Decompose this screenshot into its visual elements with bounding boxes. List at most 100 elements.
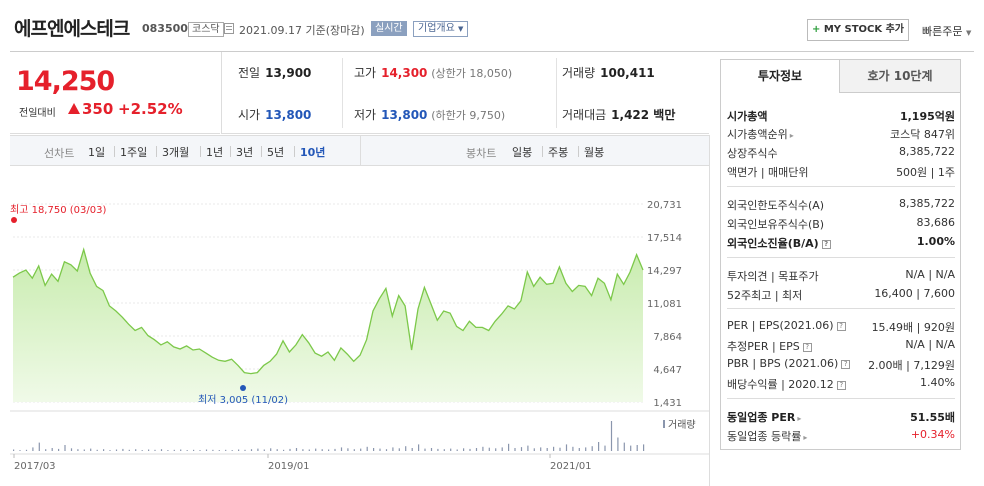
period-divider bbox=[200, 146, 201, 157]
volume-bar bbox=[25, 449, 28, 451]
volume-bar bbox=[443, 449, 445, 451]
stat-value: 100,411 bbox=[600, 66, 655, 80]
info-label: 동일업종 PER ▸ bbox=[727, 411, 802, 424]
period-option-4[interactable]: 3년 bbox=[236, 146, 254, 159]
stats-divider bbox=[342, 58, 343, 128]
min-point-marker bbox=[240, 385, 246, 391]
volume-bar bbox=[257, 448, 259, 451]
period-option-2[interactable]: 3개월 bbox=[162, 146, 190, 159]
volume-bar bbox=[617, 437, 619, 451]
price-summary: 14,250 전일대비 350 +2.52% bbox=[10, 52, 220, 134]
info-label: 추정PER | EPS? bbox=[727, 338, 812, 354]
y-tick-label: 7,864 bbox=[653, 332, 682, 343]
volume-bar bbox=[411, 448, 413, 451]
price-stats: 전일 13,900 고가 14,300 (상한가 18,050) 거래량 100,41… bbox=[221, 52, 709, 134]
candle-divider bbox=[578, 146, 579, 157]
price-chart-svg: 20,731 17,514 14,297 11,081 7,864 4,647 1,431 최… bbox=[10, 200, 709, 472]
y-tick-label: 20,731 bbox=[647, 200, 682, 211]
chevron-down-icon: ▼ bbox=[965, 29, 972, 37]
max-point-marker bbox=[11, 217, 17, 223]
info-value: 1,195억원 bbox=[899, 110, 955, 123]
info-row: 배당수익률 | 2020.12? 1.40% bbox=[727, 374, 955, 392]
period-option-3[interactable]: 1년 bbox=[206, 146, 224, 159]
period-divider bbox=[261, 146, 262, 157]
tab-order-book[interactable]: 호가 10단계 bbox=[840, 60, 960, 93]
volume-bar bbox=[598, 442, 600, 451]
volume-legend-swatch bbox=[663, 420, 665, 428]
info-label: 투자의견 | 목표주가 bbox=[727, 270, 819, 283]
period-option-0[interactable]: 1일 bbox=[88, 146, 106, 159]
volume-bar bbox=[450, 448, 452, 451]
volume-bar bbox=[193, 449, 195, 451]
quote-date: 2021.09.17 기준(장마감) bbox=[239, 24, 365, 37]
volume-bar bbox=[392, 447, 394, 451]
info-row: 외국인한도주식수(A) 8,385,722 bbox=[727, 195, 955, 213]
volume-bar bbox=[231, 450, 233, 451]
tab-investment-info[interactable]: 투자정보 bbox=[721, 60, 840, 93]
volume-bar bbox=[238, 449, 240, 451]
volume-bar bbox=[527, 445, 529, 451]
volume-bar bbox=[148, 449, 150, 451]
candle-option-0[interactable]: 일봉 bbox=[512, 146, 533, 159]
add-mystock-button[interactable]: + MY STOCK 추가 bbox=[807, 19, 909, 41]
line-chart-label: 선차트 bbox=[44, 147, 75, 160]
volume-bar bbox=[45, 449, 47, 451]
volume-bar bbox=[212, 449, 214, 451]
volume-bar bbox=[488, 447, 490, 451]
stat-value: 13,800 bbox=[265, 108, 312, 122]
upper-limit: (상한가 18,050) bbox=[431, 67, 513, 80]
chevron-right-icon[interactable]: ▸ bbox=[797, 414, 802, 423]
volume-bar bbox=[379, 448, 381, 451]
volume-bar bbox=[559, 447, 561, 451]
info-label: 액면가 | 매매단위 bbox=[727, 166, 809, 179]
x-tick-label: 2019/01 bbox=[268, 461, 310, 472]
period-divider bbox=[114, 146, 115, 157]
help-icon[interactable]: ? bbox=[836, 322, 846, 331]
period-option-1[interactable]: 1주일 bbox=[120, 146, 148, 159]
volume-bar bbox=[418, 444, 420, 451]
info-row: 외국인소진율(B/A)? 1.00% bbox=[727, 233, 955, 251]
x-tick-label: 2021/01 bbox=[550, 461, 592, 472]
info-section-divider bbox=[727, 398, 955, 399]
help-icon[interactable]: ? bbox=[821, 240, 831, 249]
help-icon[interactable]: ? bbox=[802, 343, 812, 352]
volume-bar bbox=[90, 448, 92, 451]
info-value: 15.49배 | 920원 bbox=[871, 321, 955, 334]
info-value: N/A | N/A bbox=[905, 268, 955, 281]
info-value: 8,385,722 bbox=[899, 145, 955, 158]
stat-value: 1,422 백만 bbox=[611, 108, 676, 122]
chevron-right-icon[interactable]: ▸ bbox=[789, 131, 794, 140]
info-value: 1.00% bbox=[916, 235, 955, 248]
chevron-right-icon[interactable]: ▸ bbox=[803, 433, 808, 442]
volume-bar bbox=[205, 449, 208, 451]
quick-order-dropdown[interactable]: 빠른주문 ▼ bbox=[922, 23, 971, 39]
volume-bar bbox=[366, 446, 368, 451]
volume-bar bbox=[501, 447, 503, 451]
company-overview-dropdown[interactable]: 기업개요 ▼ bbox=[413, 21, 469, 37]
period-option-6[interactable]: 10년 bbox=[300, 146, 326, 159]
realtime-button[interactable]: 실시간 bbox=[371, 21, 407, 36]
chevron-down-icon: ▼ bbox=[458, 25, 464, 33]
volume-bar bbox=[585, 447, 587, 451]
volume-bar bbox=[70, 448, 73, 451]
info-row: PBR | BPS (2021.06)? 2.00배 | 7,129원 bbox=[727, 355, 955, 373]
volume-bar bbox=[475, 448, 478, 451]
help-icon[interactable]: ? bbox=[841, 360, 851, 369]
stat-value: 13,900 bbox=[265, 66, 312, 80]
volume-bar bbox=[250, 449, 253, 451]
volume-bar bbox=[315, 448, 317, 451]
help-icon[interactable]: ? bbox=[836, 381, 846, 390]
volume-bar bbox=[302, 449, 304, 451]
info-label: 외국인한도주식수(A) bbox=[727, 199, 825, 212]
candle-option-1[interactable]: 주봉 bbox=[548, 146, 569, 159]
price-line bbox=[12, 247, 644, 375]
stat-prev-close: 전일 13,900 bbox=[238, 64, 311, 81]
volume-bar bbox=[373, 448, 375, 451]
info-row: 시가총액순위 ▸ 코스닥 847위 bbox=[727, 124, 955, 142]
info-row: 투자의견 | 목표주가 N/A | N/A bbox=[727, 266, 955, 284]
volume-bar bbox=[64, 445, 66, 451]
volume-bar bbox=[77, 449, 79, 451]
candle-option-2[interactable]: 월봉 bbox=[584, 146, 605, 159]
x-tick-label: 2017/03 bbox=[14, 461, 56, 472]
period-option-5[interactable]: 5년 bbox=[267, 146, 285, 159]
